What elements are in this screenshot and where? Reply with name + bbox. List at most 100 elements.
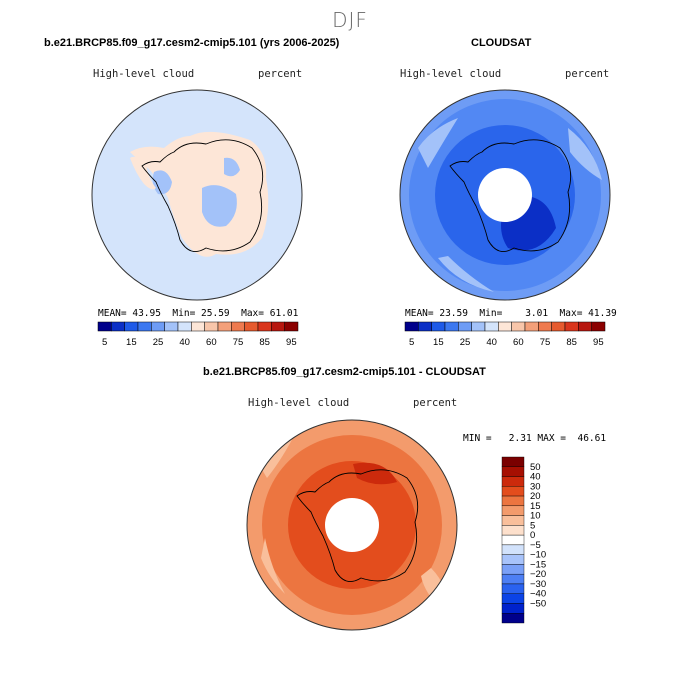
model-map-border	[91, 89, 303, 301]
figure-title: DJF	[332, 8, 368, 32]
obs-light-patch-nw	[418, 118, 458, 168]
model-mean-label: MEAN=	[98, 308, 127, 319]
obs-min-value: 3.01	[525, 308, 549, 319]
diff-colorbar-label: 40	[530, 472, 541, 483]
model-colorbar-box-12	[257, 321, 272, 332]
model-polar-map	[91, 89, 303, 301]
model-max-label: Max=	[241, 308, 264, 319]
model-antarctica-coastline	[141, 139, 264, 253]
diff-colorbar-label: −50	[530, 598, 546, 609]
obs-light-patch-s	[438, 256, 494, 292]
diff-colorbar-box-6	[501, 515, 525, 526]
model-colorbar-box-2	[124, 321, 139, 332]
model-colorbar-box-13	[271, 321, 285, 332]
diff-map-border	[246, 419, 458, 631]
diff-colorbar-box-0	[501, 456, 525, 467]
model-panel-title: b.e21.BRCP85.f09_g17.cesm2-cmip5.101 (yr…	[44, 37, 340, 49]
diff-colorbar-box-9	[501, 544, 525, 555]
diff-colorbar-label: −30	[530, 579, 546, 590]
model-max-value: 61.01	[269, 308, 299, 319]
diff-colorbar-label: 30	[530, 481, 541, 492]
model-min-value: 25.59	[201, 308, 230, 319]
model-stats: MEAN= 43.95 Min= 25.59 Max= 61.01	[98, 308, 298, 319]
obs-stats: MEAN= 23.59 Min= 3.01 Max= 41.39	[405, 308, 617, 319]
diff-stats: MIN = 2.31 MAX = 46.61	[463, 433, 606, 444]
obs-colorbar-box-13	[578, 321, 592, 332]
diff-max-label: MAX =	[537, 433, 567, 444]
obs-colorbar-box-2	[431, 321, 446, 332]
obs-colorbar-box-12	[564, 321, 579, 332]
diff-colorbar-label: −10	[530, 550, 546, 561]
obs-colorbar-box-5	[471, 321, 486, 332]
diff-colorbar-box-11	[501, 564, 525, 575]
obs-colorbar-box-11	[551, 321, 566, 332]
diff-colorbar-label: −5	[530, 540, 541, 551]
diff-colorbar-box-4	[501, 495, 525, 507]
obs-colorbar-box-1	[418, 321, 432, 332]
model-cool-region-north	[224, 157, 240, 177]
diff-colorbar-label: 10	[530, 511, 541, 522]
diff-colorbar-box-3	[501, 486, 525, 497]
model-colorbar-box-3	[137, 321, 152, 332]
model-mean-value: 43.95	[132, 308, 161, 319]
diff-strong-region-north	[353, 462, 397, 485]
diff-colorbar-box-10	[501, 554, 525, 565]
model-colorbar-box-9	[217, 321, 232, 332]
obs-colorbar-label: 95	[593, 337, 604, 348]
model-colorbar-label: 25	[153, 337, 164, 348]
obs-colorbar-label: 15	[433, 337, 444, 348]
model-colorbar-box-0	[97, 321, 112, 332]
obs-colorbar-box-0	[404, 321, 419, 332]
model-colorbar-box-6	[177, 321, 192, 332]
model-units-label: percent	[258, 68, 303, 80]
diff-weak-patch-w	[261, 538, 285, 594]
model-colorbar-label: 75	[233, 337, 244, 348]
obs-colorbar-label: 25	[460, 337, 471, 348]
obs-colorbar-box-7	[498, 321, 512, 332]
model-colorbar-label: 95	[286, 337, 297, 348]
diff-antarctica-coastline	[296, 469, 419, 583]
diff-min-value: 2.31	[508, 433, 532, 444]
obs-light-patch-ne	[568, 128, 602, 180]
obs-max-value: 41.39	[588, 308, 617, 319]
obs-mean-label: MEAN=	[405, 308, 434, 319]
diff-colorbar-label: −40	[530, 589, 546, 600]
obs-panel-title: CLOUDSAT	[471, 37, 532, 49]
diff-colorbar-label: −20	[530, 569, 546, 580]
obs-colorbar-box-14	[591, 321, 606, 332]
model-colorbar: 5 15 25 40 60 75 85 95	[97, 321, 299, 348]
obs-colorbar-label: 40	[486, 337, 497, 348]
model-colorbar-box-5	[164, 321, 179, 332]
diff-variable-label: High-level cloud	[248, 397, 350, 409]
diff-colorbar-box-8	[501, 534, 525, 546]
obs-colorbar-label: 75	[540, 337, 551, 348]
diff-colorbar-box-12	[501, 573, 525, 585]
obs-colorbar-box-6	[484, 321, 499, 332]
model-colorbar-box-7	[191, 321, 205, 332]
diff-colorbar-label: −15	[530, 559, 546, 570]
obs-colorbar-box-4	[458, 321, 472, 332]
diff-max-value: 46.61	[577, 433, 607, 444]
model-warm-coast	[130, 156, 156, 190]
obs-max-label: Max=	[559, 308, 583, 319]
obs-colorbar: 5 15 25 40 60 75 85 95	[404, 321, 606, 348]
diff-colorbar-box-16	[501, 613, 525, 624]
diff-colorbar-label: 0	[530, 530, 535, 541]
model-cool-region-east	[202, 185, 237, 227]
model-colorbar-label: 15	[126, 337, 137, 348]
obs-colorbar-label: 60	[513, 337, 524, 348]
diff-colorbar-box-2	[501, 476, 525, 487]
diff-units-label: percent	[413, 397, 458, 409]
model-colorbar-box-8	[204, 321, 219, 332]
diff-colorbar-label: 5	[530, 520, 535, 531]
obs-polar-map	[399, 89, 611, 301]
obs-map-border	[399, 89, 611, 301]
model-min-label: Min=	[172, 308, 196, 319]
diff-colorbar-box-14	[501, 593, 525, 604]
diff-polar-map	[246, 419, 458, 631]
diff-colorbar-box-5	[501, 505, 525, 516]
obs-missing-data-hole	[478, 168, 532, 222]
obs-colorbar-box-10	[538, 321, 552, 332]
diff-colorbar-label: 20	[530, 491, 541, 502]
